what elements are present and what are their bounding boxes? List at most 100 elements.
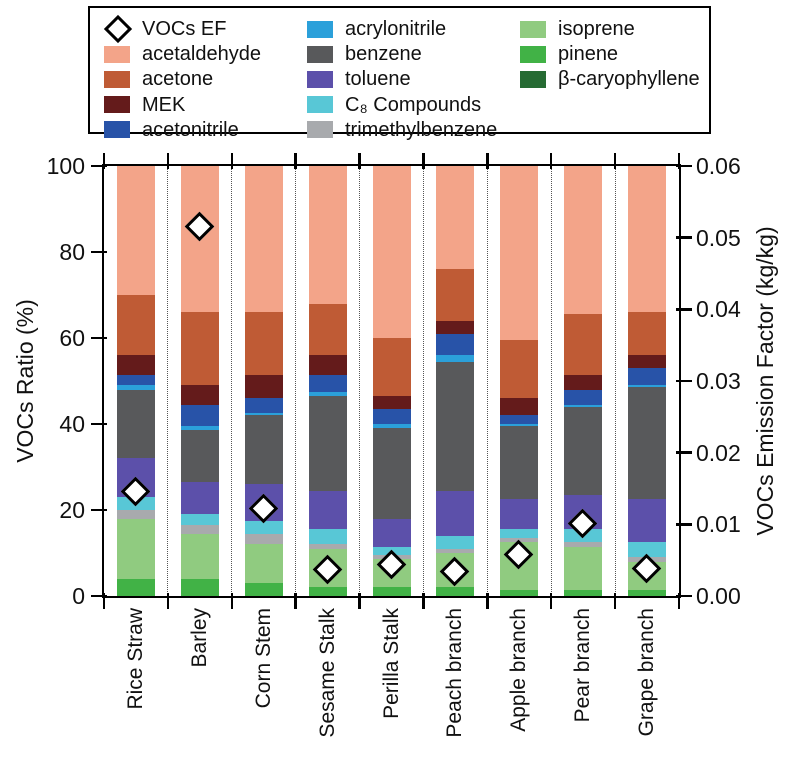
bar-segment-peach-branch-trimethylbenzene [436,548,475,553]
bottom-axis-tick [102,593,106,609]
bar-segment-peach-branch-acetonitrile [436,333,475,356]
right-tick-label: 0.00 [696,583,741,609]
bar-segment-barley-c-compounds [180,514,219,526]
bar-segment-pear-branch-isoprene [564,546,603,590]
bar-segment-corn-stem-benzene [244,415,283,485]
category-separator [359,166,361,596]
legend-label-acetonitrile: acetonitrile [142,118,239,141]
bar-segment-corn-stem-mek [244,374,283,399]
bar-segment-grape-branch-pinene [628,589,667,596]
legend-item-caryophyllene: β-caryophyllene [520,67,720,91]
bar-segment-sesame-stalk-acrylonitrile [308,391,347,397]
right-tick-label: 0.03 [696,368,741,394]
bar-segment-perilla-stalk-benzene [372,428,411,519]
bar-segment-barley-mek [180,385,219,405]
stacked-bar-grape-branch [628,166,667,596]
bar-segment-pear-branch-acetonitrile [564,389,603,405]
bar-segment-grape-branch-acetaldehyde [628,166,667,313]
bottom-axis-tick [422,593,425,609]
left-axis-tick [91,422,107,426]
bar-segment-sesame-stalk-acetaldehyde [308,166,347,304]
legend-label-isoprene: isoprene [558,18,635,40]
legend-swatch-mek [104,96,130,114]
legend-label-acrylonitrile: acrylonitrile [345,18,447,40]
bar-segment-rice-straw-mek [116,355,155,375]
bar-segment-peach-branch-c-compounds [436,535,475,549]
legend-label-vocs-ef: VOCs EF [142,18,227,40]
x-tick-label-apple-branch: Apple branch [507,608,531,732]
bar-segment-rice-straw-isoprene [116,518,155,579]
top-axis-tick [102,153,106,169]
bar-segment-sesame-stalk-acetone [308,303,347,356]
legend-item-acrylonitrile: acrylonitrile [307,17,507,41]
legend-item-benzene: benzene [307,42,507,66]
bar-segment-grape-branch-toluene [628,499,667,543]
top-axis-tick [613,153,617,169]
bottom-axis-tick [358,593,361,609]
bar-segment-sesame-stalk-pinene [308,587,347,596]
bottom-axis-tick [677,593,681,609]
bar-segment-peach-branch-acetone [436,269,475,321]
bar-segment-apple-branch-acrylonitrile [500,424,539,427]
right-tick-label: 0.05 [696,224,741,251]
bar-segment-barley-acrylonitrile [180,426,219,431]
bar-segment-grape-branch-mek [628,355,667,369]
bar-segment-rice-straw-acrylonitrile [116,385,155,390]
x-tick-label-sesame-stalk: Sesame Stalk [315,608,339,738]
legend-swatch-acetonitrile [104,121,130,139]
right-axis-tick [676,594,692,598]
bottom-axis-tick [294,593,297,609]
top-axis-tick [166,153,170,169]
bar-segment-pear-branch-benzene [564,406,603,495]
bottom-axis-tick [166,593,170,609]
x-tick-label-grape-branch: Grape branch [635,608,659,737]
legend-swatch-isoprene [520,20,546,38]
x-tick-label-barley: Barley [187,608,211,668]
bar-segment-barley-isoprene [180,533,219,579]
bar-segment-corn-stem-acetonitrile [244,398,283,414]
bar-segment-grape-branch-c-compounds [628,542,667,558]
right-tick-label: 0.01 [696,511,741,538]
bar-segment-sesame-stalk-toluene [308,490,347,530]
bar-segment-corn-stem-acrylonitrile [244,413,283,416]
x-tick-label-pear-branch: Pear branch [571,608,595,723]
right-axis-tick [676,236,692,239]
right-axis-tick [676,164,692,168]
legend-swatch-toluene [307,70,333,88]
legend-swatch-acetaldehyde [104,45,130,63]
x-tick-label-corn-stem: Corn Stem [251,608,275,709]
bar-segment-peach-branch-toluene [436,490,475,536]
stacked-bar-corn-stem [244,166,283,596]
x-tick-label-perilla-stalk: Perilla Stalk [379,608,403,719]
top-axis-tick [294,153,297,169]
legend-label-benzene: benzene [345,43,422,66]
category-separator [167,166,169,596]
bar-segment-rice-straw-pinene [116,578,155,596]
bar-segment-pear-branch-acetaldehyde [564,166,603,315]
bar-segment-corn-stem-acetaldehyde [244,166,283,313]
left-axis-tick [91,336,107,340]
bar-segment-sesame-stalk-mek [308,355,347,375]
legend-swatch-benzene [307,45,333,63]
legend-swatch-trimethylbenzene [307,121,333,139]
left-axis-tick [91,250,107,254]
bar-segment-barley-acetonitrile [180,404,219,427]
bar-segment-grape-branch-benzene [628,387,667,500]
right-tick-label: 0.04 [696,296,741,323]
left-tick-label: 100 [46,153,85,179]
bar-segment-perilla-stalk-mek [372,396,411,409]
bar-segment-perilla-stalk-acetone [372,338,411,397]
bar-segment-perilla-stalk-acrylonitrile [372,424,411,429]
legend-label-toluene: toluene [345,68,411,91]
category-separator [614,166,616,596]
legend-item-pinene: pinene [520,42,720,66]
legend-item-mek: MEK [104,93,304,117]
legend-swatch-acetone [104,70,130,88]
bar-segment-peach-branch-acetaldehyde [436,166,475,270]
bar-segment-corn-stem-trimethylbenzene [244,533,283,545]
category-separator [486,166,488,596]
top-axis-tick [358,153,361,169]
bar-segment-apple-branch-toluene [500,499,539,530]
left-tick-label: 80 [59,239,85,265]
bottom-axis-tick [486,593,489,609]
